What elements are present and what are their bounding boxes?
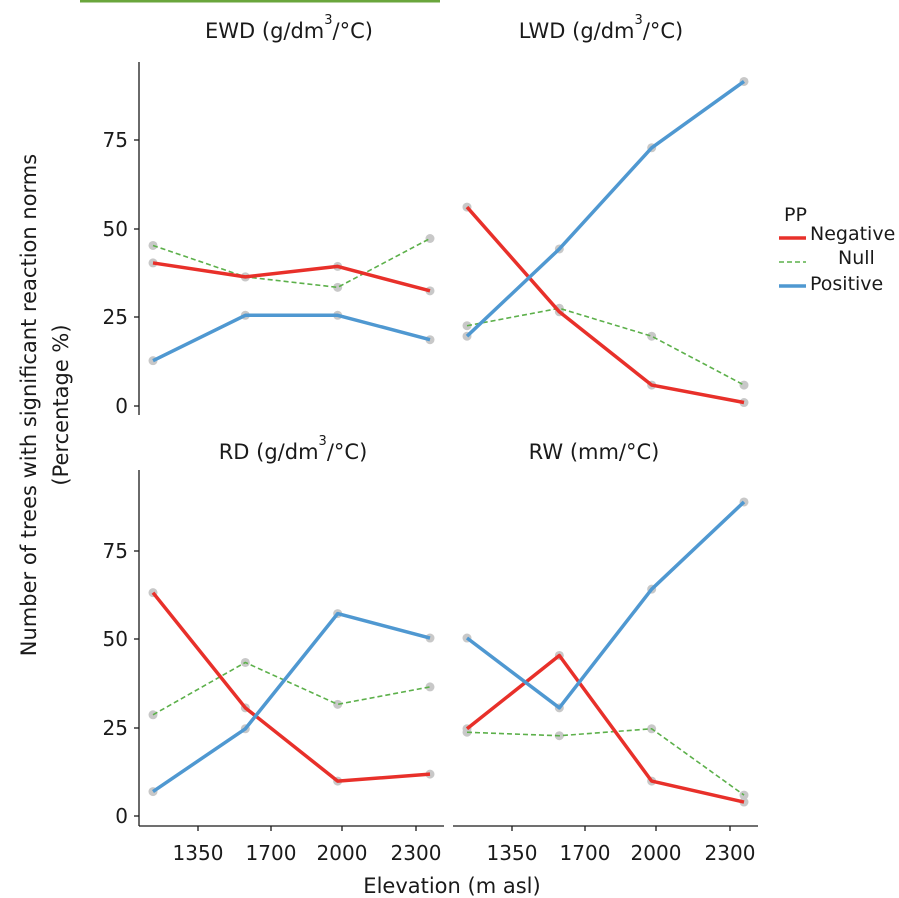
series-line-positive xyxy=(465,80,746,338)
series-line-null xyxy=(466,307,745,386)
x-tick-1700: 1700 xyxy=(246,841,297,865)
panel-rw: 1350 1700 2000 2300 xyxy=(453,497,758,865)
x-axis-title: Elevation (m asl) xyxy=(363,874,540,898)
y-tick-25: 25 xyxy=(103,305,128,329)
point-null-2000 xyxy=(333,282,343,292)
series-line-negative xyxy=(465,653,745,804)
x-tick-2000: 2000 xyxy=(631,841,682,865)
panel-title-rw: RW (mm/°C) xyxy=(529,440,660,464)
legend-label-negative: Negative xyxy=(810,223,895,245)
x-tick-1700: 1700 xyxy=(560,841,611,865)
panel-lwd xyxy=(462,76,749,408)
legend-label-null: Null xyxy=(838,247,875,269)
series-line-null xyxy=(152,661,431,716)
series-line-positive xyxy=(152,313,431,363)
y-axis-title: Number of trees with significant reactio… xyxy=(17,154,41,656)
y-tick-50: 50 xyxy=(103,217,128,241)
series-line-negative xyxy=(151,591,431,783)
series-line-null xyxy=(152,237,431,289)
point-null-2350 xyxy=(425,682,435,692)
series-line-positive xyxy=(465,500,746,710)
series-line-negative xyxy=(465,205,745,405)
legend: PP Negative Null Positive xyxy=(779,204,895,295)
panel-title-ewd: EWD (g/dm3/°C) xyxy=(205,13,373,43)
y-tick-0: 0 xyxy=(115,394,128,418)
point-null-2350 xyxy=(739,380,749,390)
legend-label-positive: Positive xyxy=(810,273,883,295)
y-tick-75: 75 xyxy=(103,128,128,152)
x-tick-2300: 2300 xyxy=(705,841,756,865)
legend-title: PP xyxy=(784,204,807,226)
point-null-2000 xyxy=(333,699,343,709)
y-axis-title-line2: (Percentage %) xyxy=(49,324,73,485)
y-tick-25: 25 xyxy=(103,716,128,740)
panel-title-lwd: LWD (g/dm3/°C) xyxy=(519,13,684,43)
series-line-positive xyxy=(152,611,431,794)
panel-ewd: 75 50 25 0 xyxy=(103,62,435,418)
x-tick-2000: 2000 xyxy=(317,841,368,865)
x-tick-1350: 1350 xyxy=(487,841,538,865)
y-tick-75: 75 xyxy=(103,539,128,563)
panel-title-rd: RD (g/dm3/°C) xyxy=(219,434,368,464)
y-tick-0: 0 xyxy=(115,804,128,828)
x-tick-2300: 2300 xyxy=(391,841,442,865)
y-tick-50: 50 xyxy=(103,627,128,651)
x-tick-1350: 1350 xyxy=(173,841,224,865)
panel-rd: 75 50 25 0 1350 1700 2000 2300 xyxy=(103,470,444,865)
point-null-2000 xyxy=(647,331,657,341)
point-null-2350 xyxy=(425,234,435,243)
series-line-null xyxy=(466,727,745,796)
series-line-negative xyxy=(152,261,431,293)
